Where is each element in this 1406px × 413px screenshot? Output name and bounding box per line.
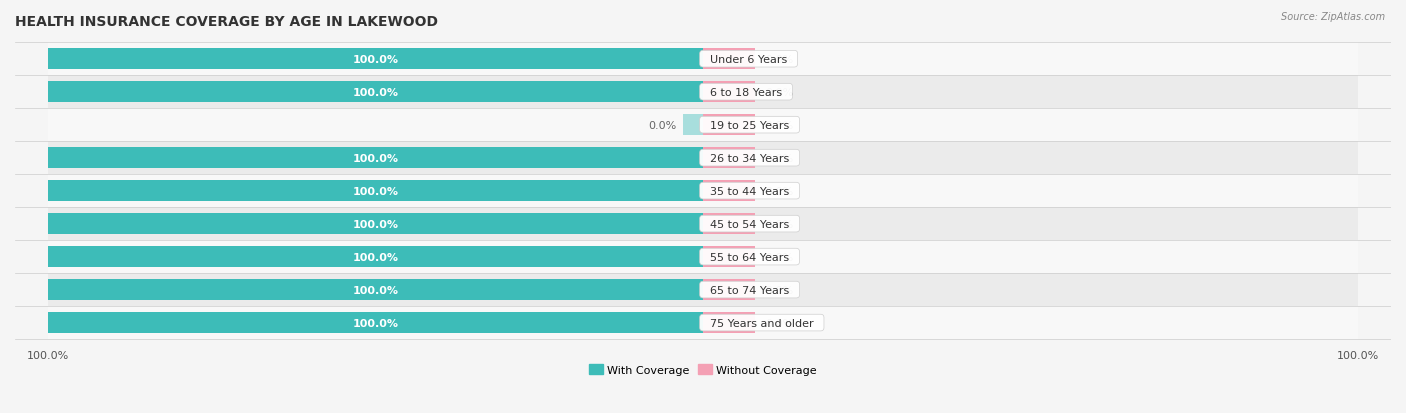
Bar (48, 214, 703, 234)
Text: 6 to 18 Years: 6 to 18 Years (703, 88, 789, 97)
Bar (48, 49, 703, 70)
Text: 55 to 64 Years: 55 to 64 Years (703, 252, 796, 262)
Bar (48, 181, 703, 202)
Text: 65 to 74 Years: 65 to 74 Years (703, 285, 796, 295)
Bar (703, 247, 755, 267)
Text: HEALTH INSURANCE COVERAGE BY AGE IN LAKEWOOD: HEALTH INSURANCE COVERAGE BY AGE IN LAKE… (15, 15, 439, 29)
Bar (48, 109, 1358, 142)
Bar (683, 115, 703, 135)
Bar (703, 115, 755, 135)
Bar (48, 280, 703, 300)
Text: 45 to 54 Years: 45 to 54 Years (703, 219, 796, 229)
Bar (703, 49, 755, 70)
Bar (48, 306, 1358, 339)
Text: 0.0%: 0.0% (765, 88, 793, 97)
Text: 35 to 44 Years: 35 to 44 Years (703, 186, 796, 196)
Bar (48, 313, 703, 333)
Text: 0.0%: 0.0% (765, 318, 793, 328)
Bar (48, 76, 1358, 109)
Bar (48, 43, 1358, 76)
Text: 0.0%: 0.0% (765, 285, 793, 295)
Bar (703, 280, 755, 300)
Bar (703, 82, 755, 103)
Text: Source: ZipAtlas.com: Source: ZipAtlas.com (1281, 12, 1385, 22)
Bar (48, 148, 703, 169)
Text: 0.0%: 0.0% (648, 120, 676, 131)
Text: 100.0%: 100.0% (353, 318, 398, 328)
Text: 100.0%: 100.0% (353, 88, 398, 97)
Text: 0.0%: 0.0% (765, 186, 793, 196)
Bar (703, 181, 755, 202)
Text: 19 to 25 Years: 19 to 25 Years (703, 120, 796, 131)
Text: 0.0%: 0.0% (765, 153, 793, 163)
Text: 75 Years and older: 75 Years and older (703, 318, 821, 328)
Text: 0.0%: 0.0% (765, 219, 793, 229)
Text: 0.0%: 0.0% (765, 55, 793, 64)
Legend: With Coverage, Without Coverage: With Coverage, Without Coverage (585, 360, 821, 380)
Text: 100.0%: 100.0% (353, 285, 398, 295)
Text: 100.0%: 100.0% (353, 186, 398, 196)
Bar (48, 142, 1358, 175)
Text: Under 6 Years: Under 6 Years (703, 55, 794, 64)
Bar (48, 208, 1358, 240)
Text: 0.0%: 0.0% (765, 252, 793, 262)
Bar (703, 214, 755, 234)
Text: 100.0%: 100.0% (353, 55, 398, 64)
Text: 100.0%: 100.0% (353, 219, 398, 229)
Bar (48, 273, 1358, 306)
Bar (48, 82, 703, 103)
Text: 100.0%: 100.0% (353, 252, 398, 262)
Bar (703, 313, 755, 333)
Text: 0.0%: 0.0% (765, 120, 793, 131)
Bar (48, 247, 703, 267)
Text: 100.0%: 100.0% (353, 153, 398, 163)
Text: 26 to 34 Years: 26 to 34 Years (703, 153, 796, 163)
Bar (703, 148, 755, 169)
Bar (48, 240, 1358, 273)
Bar (48, 175, 1358, 208)
